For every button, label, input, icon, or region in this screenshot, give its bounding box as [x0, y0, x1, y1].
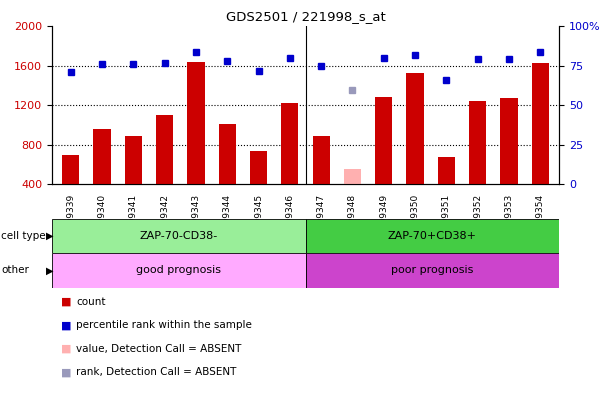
Text: ■: ■ [61, 344, 71, 354]
Bar [306, 219, 559, 253]
Bar [125, 136, 142, 184]
Text: other: other [1, 265, 29, 275]
Bar [93, 129, 111, 184]
Text: ▶: ▶ [46, 265, 54, 275]
Text: ZAP-70-CD38-: ZAP-70-CD38- [139, 231, 218, 241]
Bar [532, 63, 549, 184]
Text: ZAP-70+CD38+: ZAP-70+CD38+ [388, 231, 477, 241]
Bar [469, 101, 486, 184]
Bar [62, 155, 79, 184]
Bar [313, 136, 330, 184]
Bar [406, 73, 423, 184]
Bar [281, 103, 298, 184]
Bar [188, 62, 205, 184]
Text: ■: ■ [61, 297, 71, 307]
Text: ■: ■ [61, 320, 71, 330]
Text: value, Detection Call = ABSENT: value, Detection Call = ABSENT [76, 344, 242, 354]
Text: GDS2501 / 221998_s_at: GDS2501 / 221998_s_at [225, 10, 386, 23]
Bar [437, 157, 455, 184]
Text: cell type: cell type [1, 231, 46, 241]
Bar [52, 219, 306, 253]
Bar [219, 124, 236, 184]
Bar [500, 98, 518, 184]
Text: percentile rank within the sample: percentile rank within the sample [76, 320, 252, 330]
Bar [375, 97, 392, 184]
Bar [344, 169, 361, 184]
Bar [52, 253, 306, 288]
Bar [306, 253, 559, 288]
Text: ▶: ▶ [46, 231, 54, 241]
Text: count: count [76, 297, 106, 307]
Text: poor prognosis: poor prognosis [391, 265, 474, 275]
Text: rank, Detection Call = ABSENT: rank, Detection Call = ABSENT [76, 367, 236, 377]
Bar [250, 151, 267, 184]
Text: ■: ■ [61, 367, 71, 377]
Text: good prognosis: good prognosis [136, 265, 221, 275]
Bar [156, 115, 174, 184]
